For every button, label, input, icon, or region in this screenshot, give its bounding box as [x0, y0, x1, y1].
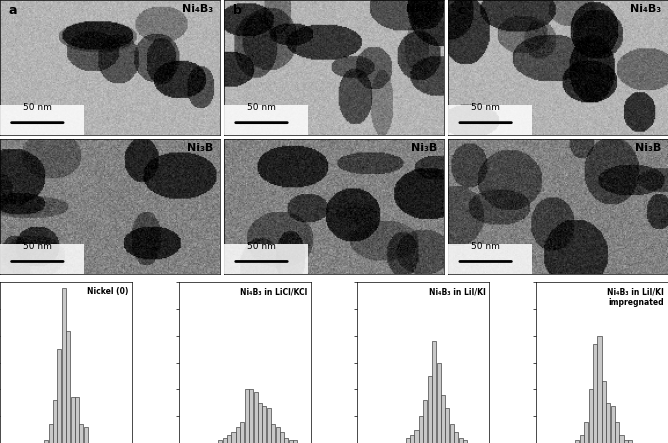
Bar	[222, 438, 226, 443]
Bar	[611, 405, 615, 443]
Bar	[463, 440, 467, 443]
Text: 50 nm: 50 nm	[471, 103, 500, 112]
Text: Ni₄B₃ in LiCl/KCl: Ni₄B₃ in LiCl/KCl	[240, 287, 307, 296]
Bar	[629, 440, 633, 443]
Bar	[410, 435, 414, 443]
Bar	[602, 381, 606, 443]
Text: 50 nm: 50 nm	[247, 242, 276, 251]
Bar	[75, 397, 79, 443]
Bar	[615, 422, 619, 443]
Bar	[624, 440, 628, 443]
Text: Nickel (0): Nickel (0)	[87, 287, 128, 296]
Bar	[0, 244, 84, 274]
Text: 50 nm: 50 nm	[23, 103, 52, 112]
Bar	[271, 424, 275, 443]
Bar	[61, 288, 65, 443]
Bar	[267, 408, 271, 443]
Bar	[454, 432, 458, 443]
Bar	[419, 416, 423, 443]
Bar	[44, 440, 48, 443]
Bar	[258, 403, 262, 443]
Text: Ni₄B₃: Ni₄B₃	[406, 4, 438, 14]
Bar	[236, 427, 240, 443]
Bar	[66, 330, 70, 443]
Bar	[224, 105, 308, 135]
Bar	[276, 427, 280, 443]
Text: Ni₄B₃: Ni₄B₃	[631, 4, 661, 14]
Text: Ni₄B₃ in LiI/KI
impregnated: Ni₄B₃ in LiI/KI impregnated	[607, 287, 664, 307]
Bar	[450, 424, 454, 443]
Bar	[240, 422, 244, 443]
Bar	[414, 430, 419, 443]
Bar	[575, 440, 579, 443]
Bar	[458, 438, 463, 443]
Bar	[293, 440, 297, 443]
Bar	[254, 392, 258, 443]
Text: 50 nm: 50 nm	[247, 103, 276, 112]
Bar	[584, 422, 589, 443]
Bar	[593, 344, 597, 443]
Text: Ni₄B₃: Ni₄B₃	[182, 4, 213, 14]
Bar	[448, 244, 532, 274]
Bar	[49, 424, 53, 443]
Bar	[224, 244, 308, 274]
Bar	[244, 389, 248, 443]
Bar	[589, 389, 593, 443]
Text: Ni₃B: Ni₃B	[187, 143, 213, 153]
Bar	[424, 400, 428, 443]
Bar	[580, 435, 584, 443]
Bar	[597, 336, 601, 443]
Text: Ni₄B₃ in LiI/KI: Ni₄B₃ in LiI/KI	[429, 287, 486, 296]
Bar	[0, 105, 84, 135]
Text: Ni₃B: Ni₃B	[411, 143, 438, 153]
Bar	[79, 424, 84, 443]
Bar	[53, 400, 57, 443]
Bar	[446, 408, 450, 443]
Text: 50 nm: 50 nm	[23, 242, 52, 251]
Bar	[218, 440, 222, 443]
Text: a: a	[9, 4, 17, 17]
Bar	[448, 105, 532, 135]
Text: c: c	[457, 4, 464, 17]
Bar	[232, 432, 236, 443]
Bar	[432, 341, 436, 443]
Text: Ni₃B: Ni₃B	[635, 143, 661, 153]
Bar	[428, 376, 432, 443]
Bar	[289, 440, 293, 443]
Bar	[436, 363, 441, 443]
Bar	[607, 403, 611, 443]
Text: 50 nm: 50 nm	[471, 242, 500, 251]
Bar	[280, 432, 284, 443]
Bar	[57, 349, 61, 443]
Bar	[71, 397, 75, 443]
Bar	[249, 389, 253, 443]
Bar	[619, 435, 623, 443]
Bar	[405, 438, 409, 443]
Bar	[285, 438, 289, 443]
Text: b: b	[233, 4, 242, 17]
Bar	[227, 435, 231, 443]
Bar	[84, 427, 88, 443]
Bar	[441, 395, 445, 443]
Bar	[263, 405, 267, 443]
